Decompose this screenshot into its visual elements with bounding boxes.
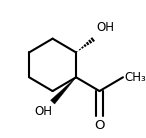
- Polygon shape: [51, 77, 76, 104]
- Text: CH₃: CH₃: [124, 71, 146, 84]
- Text: OH: OH: [34, 105, 52, 118]
- Text: O: O: [94, 119, 105, 132]
- Text: OH: OH: [97, 21, 115, 34]
